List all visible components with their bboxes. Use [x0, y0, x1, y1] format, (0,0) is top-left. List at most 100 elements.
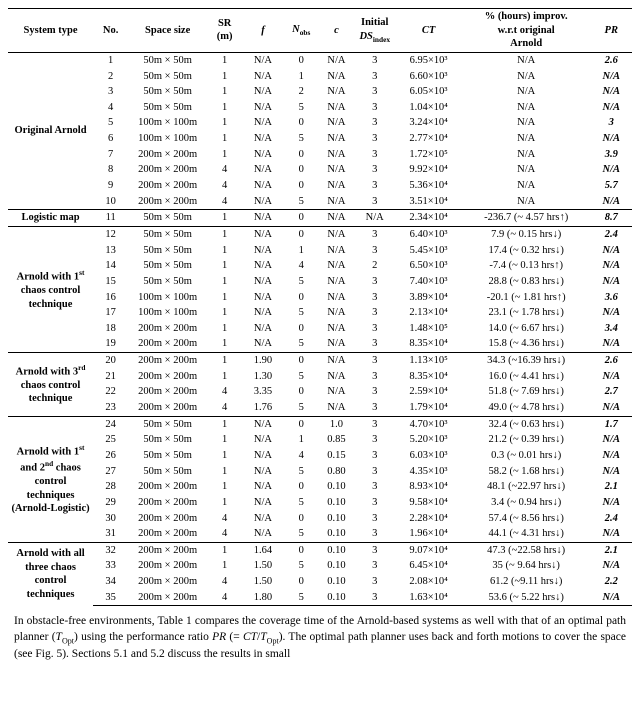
cell-no: 34	[93, 574, 128, 590]
cell-improv: 34.3 (~16.39 hrs↓)	[462, 353, 591, 369]
cell-c: N/A	[319, 274, 354, 290]
cell-sr: 1	[207, 131, 242, 147]
cell-pr: 8.7	[591, 210, 632, 227]
cell-improv: N/A	[462, 131, 591, 147]
table-row: 35200m × 200m41.8050.1031.63×10⁴53.6 (~ …	[8, 590, 632, 606]
caption-paragraph: In obstacle-free environments, Table 1 c…	[8, 606, 632, 662]
cell-ct: 6.03×10³	[395, 448, 461, 464]
table-row: 1450m × 50m1N/A4N/A26.50×10³-7.4 (~ 0.13…	[8, 258, 632, 274]
cell-sr: 4	[207, 194, 242, 210]
cell-sr: 1	[207, 369, 242, 385]
cell-pr: 3.6	[591, 290, 632, 306]
table-row: 2750m × 50m1N/A50.8034.35×10³58.2 (~ 1.6…	[8, 464, 632, 480]
cell-nobs: 1	[284, 69, 319, 85]
cell-pr: N/A	[591, 464, 632, 480]
cell-no: 19	[93, 336, 128, 352]
cell-improv: 58.2 (~ 1.68 hrs↓)	[462, 464, 591, 480]
cell-nobs: 0	[284, 52, 319, 68]
cell-c: N/A	[319, 305, 354, 321]
cell-pr: N/A	[591, 495, 632, 511]
system-type-cell: Original Arnold	[8, 52, 93, 209]
cell-nobs: 5	[284, 526, 319, 542]
hdr-pr: PR	[591, 9, 632, 53]
cell-sr: 1	[207, 226, 242, 242]
cell-c: 0.10	[319, 574, 354, 590]
cell-space: 200m × 200m	[128, 542, 207, 558]
cell-ds: 3	[354, 336, 395, 352]
cell-ct: 7.40×10³	[395, 274, 461, 290]
cell-space: 50m × 50m	[128, 448, 207, 464]
cell-ds: 3	[354, 52, 395, 68]
cell-pr: N/A	[591, 243, 632, 259]
cell-ds: 3	[354, 432, 395, 448]
cell-sr: 4	[207, 590, 242, 606]
cell-ds: N/A	[354, 210, 395, 227]
cell-improv: 21.2 (~ 0.39 hrs↓)	[462, 432, 591, 448]
cell-improv: 14.0 (~ 6.67 hrs↓)	[462, 321, 591, 337]
cell-pr: N/A	[591, 305, 632, 321]
cell-nobs: 0	[284, 353, 319, 369]
cell-space: 200m × 200m	[128, 574, 207, 590]
cell-f: N/A	[242, 336, 283, 352]
table-row: 450m × 50m1N/A5N/A31.04×10⁴N/AN/A	[8, 100, 632, 116]
hdr-sr: SR (m)	[207, 9, 242, 53]
cell-sr: 1	[207, 84, 242, 100]
cell-c: N/A	[319, 384, 354, 400]
cell-nobs: 5	[284, 400, 319, 416]
hdr-nobs: Nobs	[284, 9, 319, 53]
cell-c: N/A	[319, 226, 354, 242]
hdr-c: c	[319, 9, 354, 53]
cell-improv: 3.4 (~ 0.94 hrs↓)	[462, 495, 591, 511]
cell-space: 50m × 50m	[128, 274, 207, 290]
cell-ds: 3	[354, 511, 395, 527]
cell-sr: 1	[207, 290, 242, 306]
cell-ct: 9.07×10⁴	[395, 542, 461, 558]
cell-improv: 49.0 (~ 4.78 hrs↓)	[462, 400, 591, 416]
cell-pr: 3	[591, 115, 632, 131]
cell-ds: 3	[354, 194, 395, 210]
cell-nobs: 2	[284, 84, 319, 100]
cell-nobs: 0	[284, 416, 319, 432]
cell-ds: 3	[354, 479, 395, 495]
cell-ds: 3	[354, 321, 395, 337]
cell-ds: 3	[354, 416, 395, 432]
cell-space: 100m × 100m	[128, 305, 207, 321]
cell-ct: 1.63×10⁴	[395, 590, 461, 606]
cell-ds: 3	[354, 290, 395, 306]
cell-c: N/A	[319, 100, 354, 116]
hdr-space: Space size	[128, 9, 207, 53]
table-row: 350m × 50m1N/A2N/A36.05×10³N/AN/A	[8, 84, 632, 100]
cell-c: 0.15	[319, 448, 354, 464]
cell-c: N/A	[319, 290, 354, 306]
table-row: Arnold with 1st chaos control technique1…	[8, 226, 632, 242]
cell-nobs: 5	[284, 495, 319, 511]
cell-space: 50m × 50m	[128, 226, 207, 242]
cell-sr: 1	[207, 321, 242, 337]
cell-improv: N/A	[462, 115, 591, 131]
cell-ct: 6.95×10³	[395, 52, 461, 68]
cell-pr: 5.7	[591, 178, 632, 194]
cell-no: 32	[93, 542, 128, 558]
cell-c: N/A	[319, 321, 354, 337]
cell-ct: 1.96×10⁴	[395, 526, 461, 542]
cell-ds: 3	[354, 115, 395, 131]
cell-no: 22	[93, 384, 128, 400]
cell-ct: 2.08×10⁴	[395, 574, 461, 590]
cell-pr: 2.4	[591, 226, 632, 242]
cell-improv: 47.3 (~22.58 hrs↓)	[462, 542, 591, 558]
cell-c: 0.85	[319, 432, 354, 448]
table-row: Arnold with 3rd chaos control technique2…	[8, 353, 632, 369]
cell-improv: -20.1 (~ 1.81 hrs↑)	[462, 290, 591, 306]
hdr-ds: Initial DSindex	[354, 9, 395, 53]
cell-space: 50m × 50m	[128, 69, 207, 85]
cell-f: N/A	[242, 258, 283, 274]
cell-ct: 1.79×10⁴	[395, 400, 461, 416]
cell-improv: 15.8 (~ 4.36 hrs↓)	[462, 336, 591, 352]
cell-ds: 3	[354, 178, 395, 194]
cell-c: N/A	[319, 336, 354, 352]
cell-no: 2	[93, 69, 128, 85]
cell-c: 0.10	[319, 495, 354, 511]
cell-nobs: 0	[284, 542, 319, 558]
cell-c: 0.10	[319, 526, 354, 542]
cell-nobs: 1	[284, 432, 319, 448]
